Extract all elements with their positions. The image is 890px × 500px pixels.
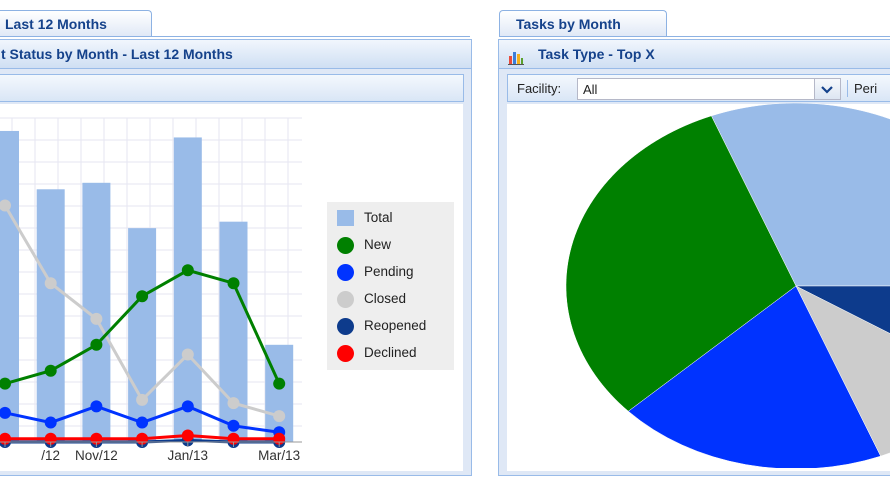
pie-slice-2 [565,115,797,412]
point-closed-Sep/12 [0,199,11,212]
pie-slice-1 [710,103,890,287]
x-tick-label: Nov/12 [75,448,118,463]
x-tick-label: Mar/13 [258,448,300,463]
panel-title: t Status by Month - Last 12 Months [1,46,233,62]
point-pending-Nov/12 [90,400,103,413]
point-closed-Nov/12 [90,312,103,325]
legend-label: Total [364,210,393,225]
x-tick-label: /12 [41,448,60,463]
tab-label: Tasks by Month [516,16,621,32]
point-new-Nov/12 [90,338,103,351]
task-type-pie [565,103,890,468]
bar-total-Oct/12 [36,189,65,442]
tab-label: Last 12 Months [5,16,107,32]
pie-slice-4 [795,285,890,457]
chart-toolbar [0,74,464,102]
legend-label: Declined [364,345,417,360]
panel-title: Task Type - Top X [538,46,655,62]
point-declined-Jan/13 [181,429,194,442]
pie-slice-5 [795,285,890,334]
point-pending-Oct/12 [44,416,57,429]
panel-header: Task Type - Top X [499,40,890,69]
point-new-Dec/12 [136,290,149,303]
facility-combo[interactable]: All [577,78,841,100]
legend-label: Reopened [364,318,427,333]
point-closed-Mar/13 [273,410,286,423]
facility-dropdown-trigger[interactable] [814,79,840,99]
legend-label: New [364,237,392,252]
legend-label: Closed [364,291,407,306]
legend-swatch-total [337,210,354,226]
pie-slice-3 [627,285,882,468]
x-tick-label: Jan/13 [168,448,209,463]
point-new-Mar/13 [273,377,286,390]
status-chart: /12 Nov/12 Jan/13 Mar/13 [0,117,302,463]
point-new-Oct/12 [44,364,57,377]
legend-label: Pending [364,264,414,279]
legend-dot-new [337,237,354,254]
bar-total-Jan/13 [173,137,202,442]
legend-dot-pending [337,264,354,281]
panel-header: t Status by Month - Last 12 Months [0,40,471,69]
tab-last-12-months[interactable]: Last 12 Months [0,10,152,37]
left-tab-strip-line [0,36,470,37]
filter-toolbar: Facility: All Peri [507,74,890,102]
bar-total-Sep/12 [0,130,19,442]
chart-legend: Total New Pending Closed Reopened Declin… [327,202,454,370]
legend-dot-closed [337,291,354,308]
legend-dot-declined [337,345,354,362]
right-tab-strip-line [499,36,890,37]
legend-dot-reopened [337,318,354,335]
point-pending-Sep/12 [0,406,11,419]
point-new-Sep/12 [0,377,11,390]
chart-icon [508,46,524,65]
period-label: Peri [854,81,878,96]
bar-total-Dec/12 [128,228,157,442]
point-new-Jan/13 [181,264,194,277]
facility-label: Facility: [517,81,562,96]
tab-tasks-by-month[interactable]: Tasks by Month [499,10,667,37]
point-closed-Oct/12 [44,277,57,290]
point-pending-Jan/13 [181,400,194,413]
point-pending-Dec/12 [136,416,149,429]
toolbar-separator [847,80,848,97]
point-closed-Feb/13 [227,397,240,410]
facility-value: All [583,82,598,97]
point-pending-Feb/13 [227,419,240,432]
point-closed-Dec/12 [136,393,149,406]
chevron-down-icon [821,86,833,94]
point-new-Feb/13 [227,277,240,290]
point-closed-Jan/13 [181,348,194,361]
